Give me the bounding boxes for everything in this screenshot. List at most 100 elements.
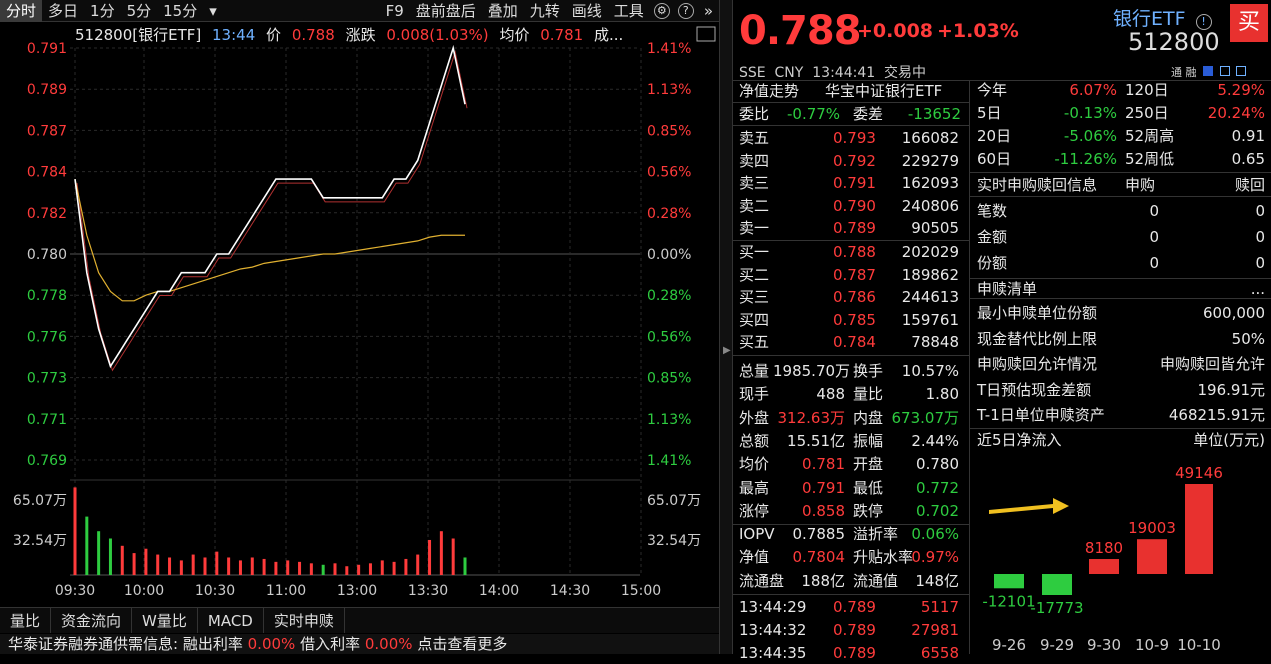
stat-label: 量比 — [853, 385, 884, 404]
stat-label: 最低 — [853, 478, 884, 497]
chart-info-bar: 512800[银行ETF] 13:44 价 0.788 涨跌 0.008(1.0… — [75, 24, 635, 44]
timeframe-tab-1[interactable]: 多日 — [48, 1, 79, 20]
toolbar-tool-0[interactable]: F9 — [385, 1, 404, 20]
trade-status: 交易中 — [884, 65, 927, 81]
expand-arrow-icon[interactable]: ▶ — [723, 345, 731, 356]
price-line — [74, 44, 466, 369]
window-icon[interactable] — [1219, 66, 1230, 76]
security-name-text: 银行ETF — [1113, 8, 1186, 30]
exchange: SSE — [739, 65, 766, 81]
timeframe-tab-2[interactable]: 1分 — [90, 1, 115, 20]
toolbar-tool-1[interactable]: 盘前盘后 — [415, 1, 476, 20]
flow-value-label: -17773 — [1030, 599, 1083, 617]
stat-label: 升贴水率 — [853, 548, 914, 567]
subscribe-row-v2: 0 — [1255, 228, 1265, 246]
vol-tick-left: 32.54万 — [13, 533, 67, 549]
settings-icon[interactable] — [1236, 66, 1246, 76]
mini-icons: 通 融 — [1171, 64, 1246, 80]
intraday-chart[interactable]: 0.791 1.41% 0.789 1.13% 0.787 0.85% 0.784 0.56%… — [0, 0, 719, 607]
divider-line — [969, 278, 1271, 279]
news-source: 华泰证券融券通供需信息: — [8, 635, 179, 653]
tick-price: 0.789 — [833, 621, 876, 639]
indicator-tab-4[interactable]: 实时申赎 — [264, 608, 345, 633]
y-tick-right: 0.56% — [647, 329, 691, 345]
y-tick-right: 0.85% — [647, 123, 691, 139]
y-tick-left: 0.771 — [27, 412, 67, 428]
price-change-pct: +1.03% — [937, 20, 1019, 42]
list-row-label: 最小申赎单位份额 — [977, 304, 1098, 322]
ask-price: 0.793 — [833, 129, 876, 147]
tick-time: 13:44:32 — [739, 621, 807, 639]
perf-value: 6.07% — [1069, 81, 1117, 99]
change-label: 涨跌 — [345, 26, 376, 44]
volume-bar — [262, 558, 266, 575]
stat-label: 流通盘 — [739, 571, 785, 590]
ask-price: 0.792 — [833, 151, 876, 170]
perf-label: 5日 — [977, 104, 1002, 122]
volume-bar — [108, 538, 112, 575]
indicator-tab-2[interactable]: W量比 — [132, 608, 198, 633]
help-icon[interactable]: ? — [677, 2, 694, 19]
gear-icon[interactable]: ⚙ — [653, 2, 670, 19]
wp-icon[interactable] — [696, 26, 716, 42]
perf-value: -0.13% — [1063, 104, 1117, 122]
timeframe-tab-0[interactable]: 分时 — [0, 0, 43, 22]
perf-label: 250日 — [1125, 104, 1169, 122]
x-tick: 14:30 — [550, 583, 590, 599]
indicator-tab-1[interactable]: 资金流向 — [51, 608, 133, 633]
collapse-icon[interactable]: » — [703, 1, 713, 20]
toolbar-tool-4[interactable]: 画线 — [571, 1, 602, 20]
tick-volume: 27981 — [911, 621, 959, 639]
perf-value: 20.24% — [1207, 104, 1265, 122]
info-icon[interactable]: ! — [1195, 14, 1212, 30]
buy-button[interactable]: 买 — [1230, 4, 1268, 42]
news-label-1: 融出利率 — [182, 635, 243, 653]
arrow-icon — [989, 498, 1069, 514]
x-tick: 09:30 — [55, 583, 95, 599]
divider-line — [733, 240, 969, 241]
divider-line — [969, 428, 1271, 429]
timeframe-tab-4[interactable]: 15分 — [163, 1, 198, 20]
stat-label: 现手 — [739, 385, 770, 404]
subscribe-row-v1: 0 — [1149, 228, 1159, 246]
volume-bar — [97, 531, 101, 575]
news-label-2: 借入利率 — [300, 635, 361, 653]
subscribe-row-v1: 0 — [1149, 202, 1159, 220]
volume-bar — [368, 563, 372, 575]
bid-volume: 202029 — [901, 243, 959, 261]
volume-bar — [309, 563, 313, 575]
stat-label: 开盘 — [853, 455, 884, 474]
subscribe-row-v1: 0 — [1149, 254, 1159, 272]
volume-bar — [85, 516, 89, 575]
ask-label: 卖二 — [739, 196, 770, 215]
stat-label: 净值 — [739, 548, 770, 567]
perf-label: 20日 — [977, 127, 1012, 145]
flow-value-label: 8180 — [1085, 539, 1123, 557]
bid-volume: 244613 — [901, 288, 959, 307]
edit-icon[interactable] — [1203, 66, 1213, 76]
indicator-tab-0[interactable]: 量比 — [0, 608, 52, 633]
timeframe-tab-3[interactable]: 5分 — [126, 1, 152, 20]
volume-bar — [274, 561, 278, 575]
indicator-tab-3[interactable]: MACD — [198, 608, 264, 633]
divider-line-v — [969, 80, 970, 654]
ask-price: 0.789 — [833, 219, 876, 238]
news-ticker[interactable]: 华泰证券融券通供需信息: 融出利率 0.00% 借入利率 0.00% 点击查看更… — [0, 634, 719, 654]
tick-time: 13:44:35 — [739, 644, 807, 662]
ask-volume: 162093 — [901, 174, 959, 193]
volume-bar — [428, 539, 432, 575]
bid-label: 买一 — [739, 243, 770, 261]
y-tick-left: 0.773 — [27, 371, 67, 387]
divider-line — [733, 125, 969, 126]
more-timeframes-icon[interactable]: ▾ — [209, 1, 217, 20]
toolbar-tool-5[interactable]: 工具 — [613, 1, 644, 20]
news-more-link[interactable]: 点击查看更多 — [417, 635, 508, 653]
volume-bar — [179, 560, 183, 575]
y-tick-right: 0.56% — [647, 165, 691, 181]
volume-bar — [404, 558, 408, 575]
toolbar-tool-2[interactable]: 叠加 — [487, 1, 518, 20]
y-tick-right: 1.41% — [647, 453, 691, 469]
divider-line — [733, 102, 969, 103]
panel-divider[interactable]: ▶ — [719, 0, 733, 654]
toolbar-tool-3[interactable]: 九转 — [529, 1, 560, 20]
